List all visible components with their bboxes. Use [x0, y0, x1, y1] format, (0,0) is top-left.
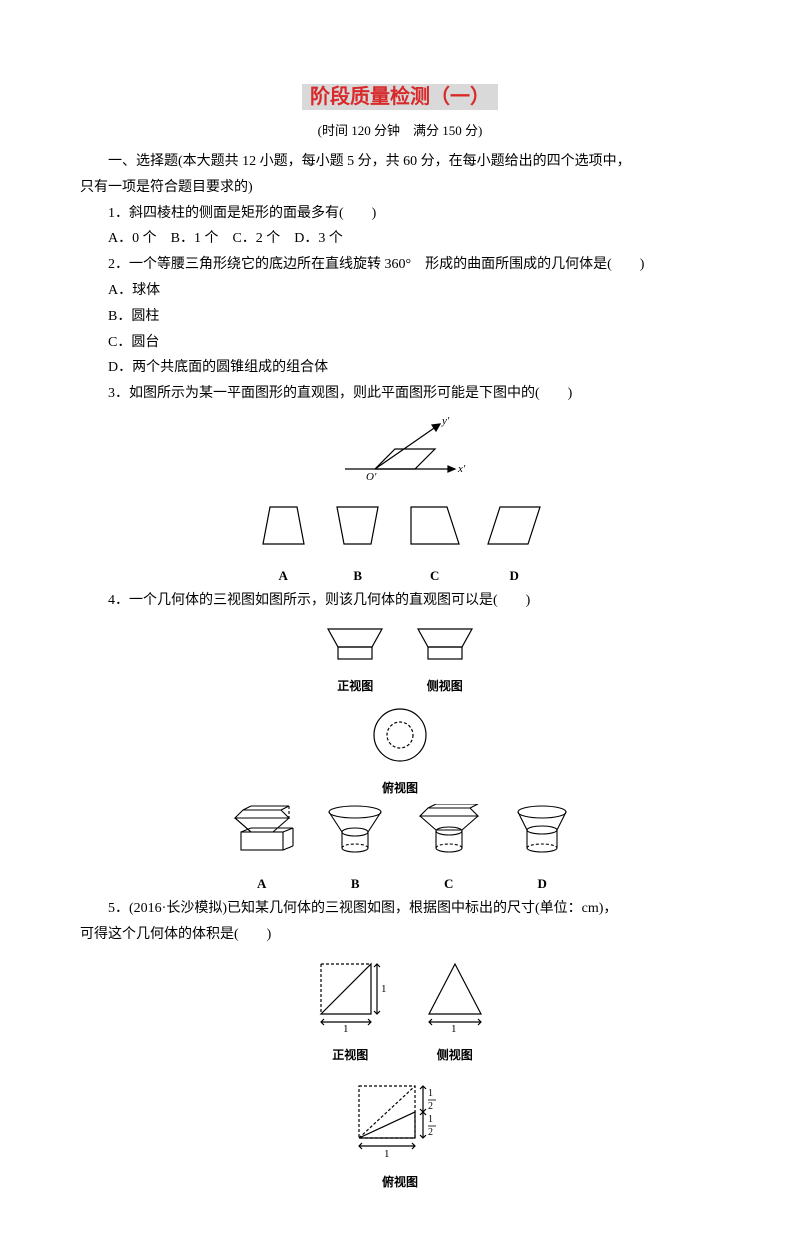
svg-text:1: 1 [451, 1023, 457, 1034]
svg-text:2: 2 [428, 1101, 433, 1112]
q4-side-view: 侧视图 [410, 621, 480, 697]
q5-text-line1: 5．(2016·长沙模拟)已知某几何体的三视图如图，根据图中标出的尺寸(单位：c… [80, 897, 720, 921]
q3-opt-b-shape: B [330, 499, 385, 587]
q3-opt-b-label: B [330, 565, 385, 587]
q5-front-view: 1 1 正视图 [305, 954, 395, 1065]
svg-text:O′: O′ [366, 471, 377, 483]
q4-opt-d-shape: D [507, 804, 577, 895]
svg-text:1: 1 [381, 983, 387, 995]
svg-text:1: 1 [384, 1148, 390, 1160]
q3-opt-d-label: D [484, 565, 544, 587]
svg-text:y′: y′ [441, 415, 450, 427]
q4-opt-d-label: D [507, 873, 577, 895]
q3-opt-a-label: A [256, 565, 311, 587]
section1-intro-line2: 只有一项是符合题目要求的) [80, 176, 720, 200]
q3-opt-c-label: C [405, 565, 465, 587]
subtitle: (时间 120 分钟 满分 150 分) [80, 120, 720, 142]
q4-options-row: A B [80, 804, 720, 895]
q4-front-label: 正视图 [320, 676, 390, 696]
q5-top-view: 1 2 1 2 1 俯视图 [345, 1072, 455, 1193]
svg-text:1: 1 [343, 1023, 349, 1034]
q2-text: 2．一个等腰三角形绕它的底边所在直线旋转 360° 形成的曲面所围成的几何体是(… [80, 253, 720, 277]
q4-views: 正视图 侧视图 俯视图 [80, 621, 720, 798]
q5-text-line2: 可得这个几何体的体积是( ) [80, 923, 720, 947]
page-title: 阶段质量检测（一） [80, 80, 720, 114]
q4-front-view: 正视图 [320, 621, 390, 697]
q2-opt-c: C．圆台 [80, 331, 720, 355]
q4-opt-c-shape: C [410, 804, 488, 895]
q2-opt-a: A．球体 [80, 279, 720, 303]
title-text: 阶段质量检测（一） [302, 84, 498, 110]
q4-top-label: 俯视图 [368, 778, 432, 798]
q4-text: 4．一个几何体的三视图如图所示，则该几何体的直观图可以是( ) [80, 589, 720, 613]
q5-top-label: 俯视图 [345, 1172, 455, 1192]
q3-opt-d-shape: D [484, 499, 544, 587]
q2-opt-b: B．圆柱 [80, 305, 720, 329]
q5-side-label: 侧视图 [415, 1045, 495, 1065]
svg-text:1: 1 [428, 1088, 433, 1099]
q4-side-label: 侧视图 [410, 676, 480, 696]
q2-opt-d: D．两个共底面的圆锥组成的组合体 [80, 356, 720, 380]
section1-intro-line1: 一、选择题(本大题共 12 小题，每小题 5 分，共 60 分，在每小题给出的四… [80, 150, 720, 174]
q4-opt-b-label: B [320, 873, 390, 895]
q3-options-row: A B C D [80, 499, 720, 587]
q4-opt-c-label: C [410, 873, 488, 895]
q5-side-view: 1 侧视图 [415, 954, 495, 1065]
q3-oblique-figure: x′ y′ O′ [80, 414, 720, 493]
q3-opt-c-shape: C [405, 499, 465, 587]
q4-opt-a-shape: A [223, 804, 301, 895]
q3-opt-a-shape: A [256, 499, 311, 587]
q1-text: 1．斜四棱柱的侧面是矩形的面最多有( ) [80, 202, 720, 226]
q4-opt-b-shape: B [320, 804, 390, 895]
q3-text: 3．如图所示为某一平面图形的直观图，则此平面图形可能是下图中的( ) [80, 382, 720, 406]
svg-text:2: 2 [428, 1127, 433, 1138]
q4-top-view: 俯视图 [368, 703, 432, 798]
q5-front-label: 正视图 [305, 1045, 395, 1065]
q5-views: 1 1 正视图 1 侧视图 [80, 954, 720, 1192]
svg-text:1: 1 [428, 1114, 433, 1125]
svg-text:x′: x′ [457, 463, 466, 475]
q4-opt-a-label: A [223, 873, 301, 895]
q1-options: A．0 个 B．1 个 C．2 个 D．3 个 [80, 227, 720, 251]
